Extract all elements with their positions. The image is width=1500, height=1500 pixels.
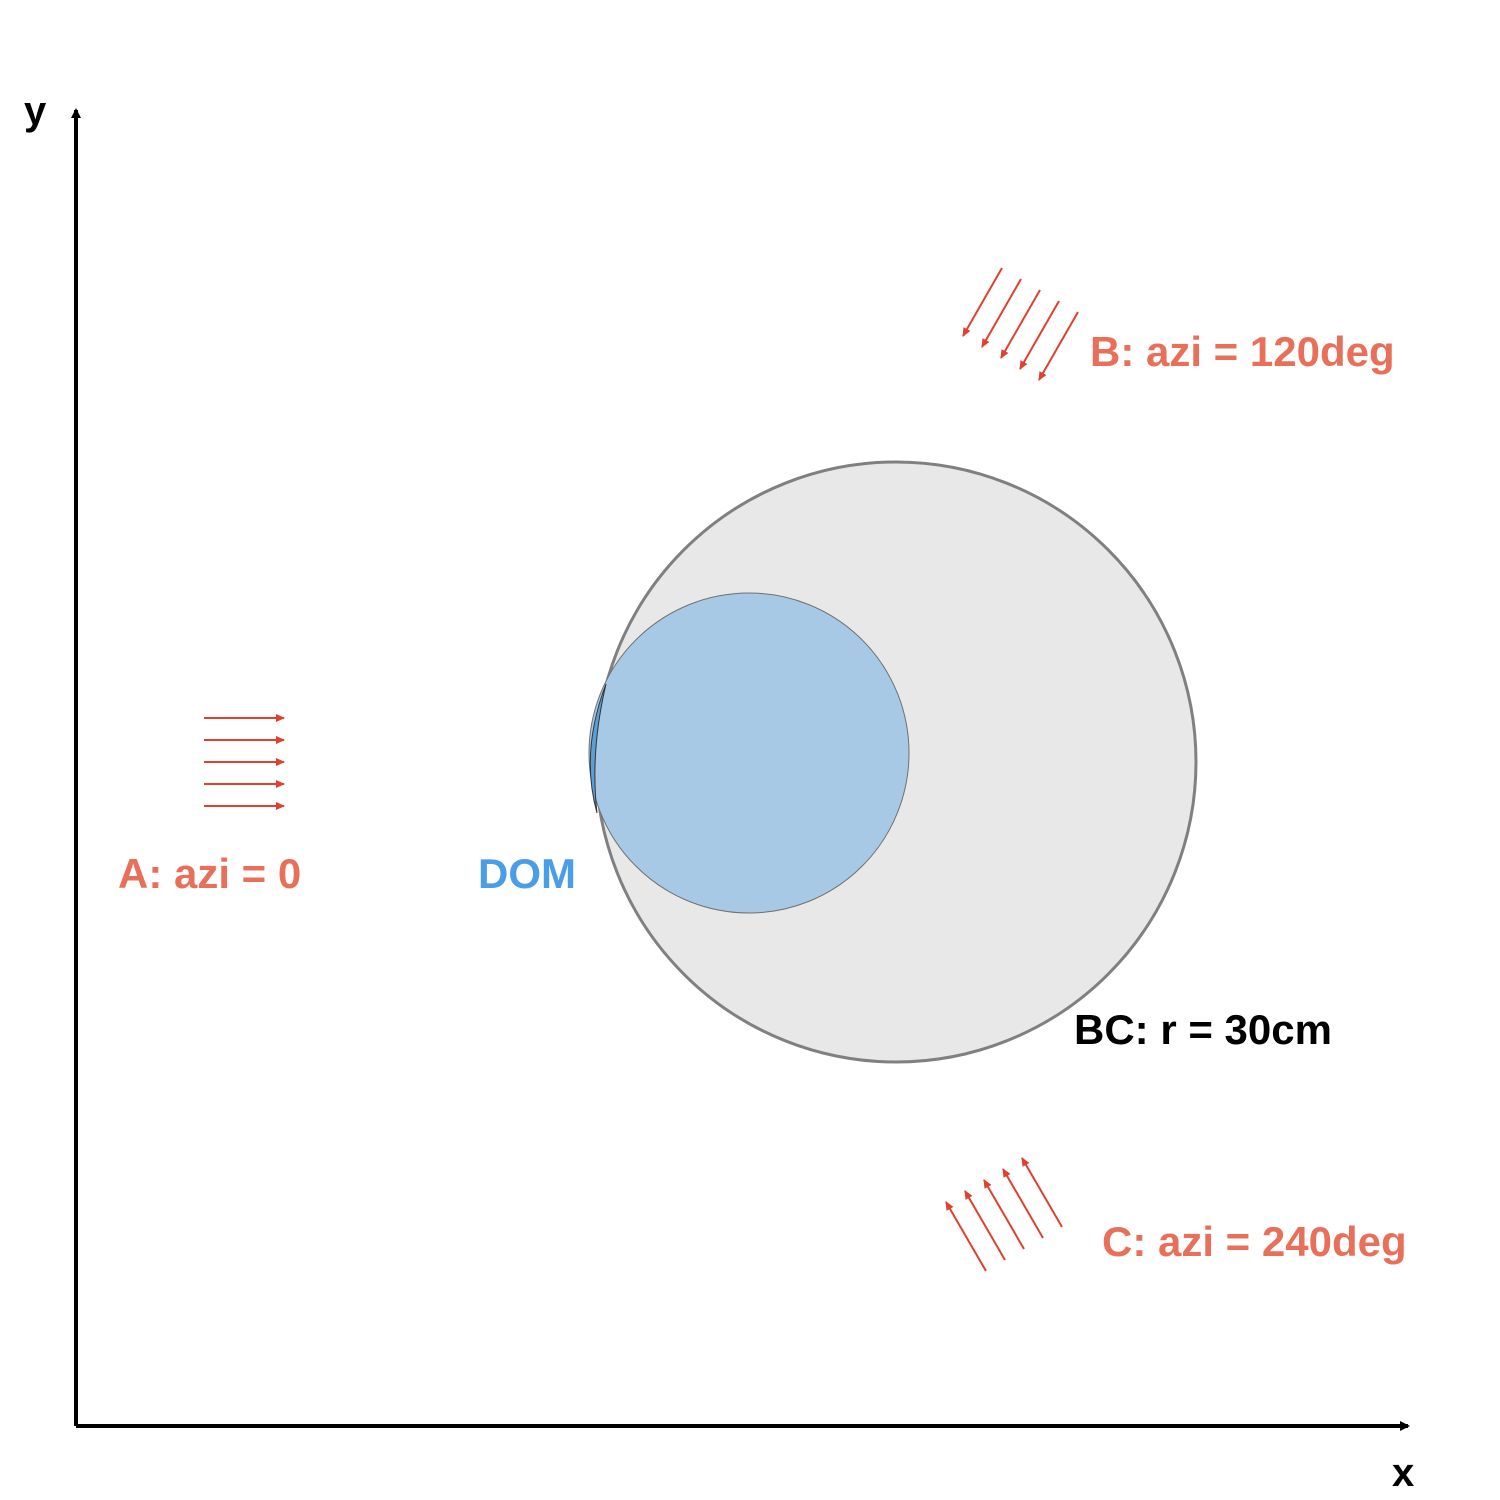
beam-c-label: C: azi = 240deg: [1102, 1218, 1407, 1265]
dom-label: DOM: [478, 850, 576, 897]
beam-c-arrows: [945, 1157, 1063, 1272]
x-axis-label: x: [1392, 1451, 1414, 1495]
beam-b-arrow: [1038, 311, 1079, 381]
beam-c-arrow: [1021, 1157, 1063, 1228]
y-axis-label: y: [24, 89, 47, 133]
beam-b-arrows: [962, 267, 1079, 381]
beam-c-arrow: [964, 1190, 1006, 1261]
bc-label: BC: r = 30cm: [1074, 1006, 1332, 1053]
beam-c-arrow: [945, 1201, 987, 1272]
beam-b-arrow: [981, 278, 1022, 348]
beam-c-arrow: [1002, 1168, 1044, 1239]
beam-a-label: A: azi = 0: [118, 850, 301, 897]
beam-a-arrows: [204, 714, 285, 810]
beam-b-arrow: [1019, 300, 1060, 370]
dom-circle: [588, 592, 910, 914]
dom-overlap-sliver: [589, 683, 607, 814]
beam-b-arrow: [1000, 289, 1041, 359]
beam-b-label: B: azi = 120deg: [1090, 328, 1395, 375]
beam-c-arrow: [983, 1179, 1025, 1250]
beam-b-arrow: [962, 267, 1003, 337]
